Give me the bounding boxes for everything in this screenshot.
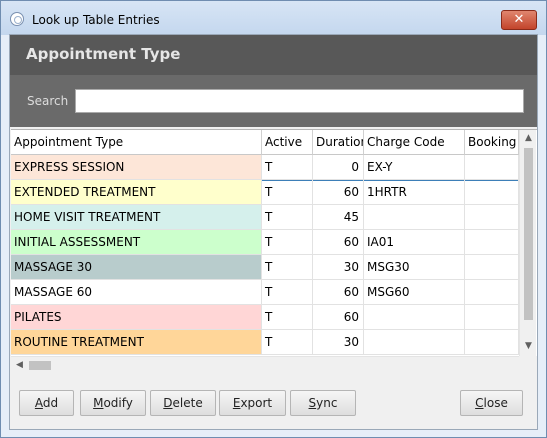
page-title: Appointment Type — [26, 45, 181, 63]
cell-charge-code[interactable] — [364, 330, 465, 355]
delete-button[interactable]: Delete — [150, 390, 216, 416]
cell-active[interactable]: T — [262, 255, 313, 280]
column-header-duration[interactable]: Duration — [313, 130, 364, 155]
search-label: Search — [27, 94, 69, 108]
cell-appointment-type[interactable]: HOME VISIT TREATMENT — [11, 205, 262, 230]
cell-duration[interactable]: 30 — [313, 330, 364, 355]
sync-button-mnemonic: S — [308, 396, 317, 410]
cell-duration[interactable]: 60 — [313, 280, 364, 305]
table-row[interactable]: ROUTINE TREATMENT T 30 — [11, 330, 519, 355]
cell-booking[interactable] — [465, 230, 519, 255]
cell-appointment-type[interactable]: MASSAGE 60 — [11, 280, 262, 305]
cell-appointment-type[interactable]: PILATES — [11, 305, 262, 330]
horizontal-scrollbar[interactable]: ◀ — [11, 356, 519, 372]
cell-charge-code[interactable]: IA01 — [364, 230, 465, 255]
table-row[interactable]: HOME VISIT TREATMENT T 45 — [11, 205, 519, 230]
cell-duration[interactable]: 60 — [313, 180, 364, 205]
cell-appointment-type[interactable]: EXTENDED TREATMENT — [11, 180, 262, 205]
window-title: Look up Table Entries — [32, 13, 160, 27]
cell-active[interactable]: T — [262, 155, 313, 180]
scroll-up-icon[interactable]: ▲ — [525, 133, 532, 143]
search-band: Search — [10, 75, 537, 127]
cell-duration[interactable]: 0 — [313, 155, 364, 180]
close-button-label: lose — [483, 396, 508, 410]
export-button-label: xport — [240, 396, 273, 410]
cell-charge-code[interactable]: MSG30 — [364, 255, 465, 280]
table-row[interactable]: EXTENDED TREATMENT T 60 1HRTR — [11, 180, 519, 205]
scroll-left-icon[interactable]: ◀ — [16, 360, 23, 370]
cell-active[interactable]: T — [262, 305, 313, 330]
client-area: Appointment Type Search Appointment Type… — [9, 34, 538, 430]
cell-booking[interactable] — [465, 330, 519, 355]
table-row[interactable]: MASSAGE 30 T 30 MSG30 — [11, 255, 519, 280]
cell-booking[interactable] — [465, 155, 519, 180]
sync-button-label: ync — [316, 396, 338, 410]
cell-booking[interactable] — [465, 280, 519, 305]
cell-booking[interactable] — [465, 255, 519, 280]
export-button[interactable]: Export — [219, 390, 286, 416]
scroll-down-icon[interactable]: ▼ — [525, 341, 532, 351]
cell-active[interactable]: T — [262, 205, 313, 230]
cell-active[interactable]: T — [262, 330, 313, 355]
window-close-button[interactable]: ✕ — [501, 10, 537, 30]
modify-button[interactable]: Modify — [80, 390, 146, 416]
app-icon — [10, 12, 24, 26]
cell-appointment-type[interactable]: ROUTINE TREATMENT — [11, 330, 262, 355]
close-button[interactable]: Close — [460, 390, 523, 416]
cell-charge-code[interactable]: EX-Y — [364, 155, 465, 180]
search-input[interactable] — [75, 89, 524, 113]
button-bar: Add Modify Delete Export Sync Close — [10, 373, 537, 429]
cell-charge-code[interactable] — [364, 305, 465, 330]
cell-charge-code[interactable]: MSG60 — [364, 280, 465, 305]
modify-button-mnemonic: M — [93, 396, 104, 410]
cell-active[interactable]: T — [262, 280, 313, 305]
cell-booking[interactable] — [465, 180, 519, 205]
cell-duration[interactable]: 45 — [313, 205, 364, 230]
export-button-mnemonic: E — [232, 396, 241, 410]
cell-duration[interactable]: 30 — [313, 255, 364, 280]
table-row[interactable]: MASSAGE 60 T 60 MSG60 — [11, 280, 519, 305]
grid-header: Appointment Type Active Duration Charge … — [11, 130, 519, 155]
title-bar[interactable]: Look up Table Entries ✕ — [1, 1, 546, 35]
entries-grid: Appointment Type Active Duration Charge … — [11, 129, 537, 372]
sync-button[interactable]: Sync — [290, 390, 356, 416]
header-band: Appointment Type — [10, 35, 537, 75]
table-row[interactable]: INITIAL ASSESSMENT T 60 IA01 — [11, 230, 519, 255]
modify-button-label: odify — [103, 396, 133, 410]
cell-appointment-type[interactable]: INITIAL ASSESSMENT — [11, 230, 262, 255]
cell-active[interactable]: T — [262, 230, 313, 255]
add-button-mnemonic: A — [34, 396, 43, 410]
cell-active[interactable]: T — [262, 180, 313, 205]
cell-charge-code[interactable]: 1HRTR — [364, 180, 465, 205]
scrollbar-corner — [519, 356, 537, 372]
add-button-label: dd — [42, 396, 59, 410]
delete-button-mnemonic: D — [163, 396, 173, 410]
close-button-mnemonic: C — [475, 396, 484, 410]
column-header-booking[interactable]: Booking G — [465, 130, 519, 155]
add-button[interactable]: Add — [19, 390, 74, 416]
cell-duration[interactable]: 60 — [313, 305, 364, 330]
table-row[interactable]: PILATES T 60 — [11, 305, 519, 330]
cell-booking[interactable] — [465, 305, 519, 330]
column-header-active[interactable]: Active — [262, 130, 313, 155]
cell-charge-code[interactable] — [364, 205, 465, 230]
vertical-scroll-thumb[interactable] — [524, 148, 533, 320]
delete-button-label: elete — [172, 396, 203, 410]
cell-booking[interactable] — [465, 205, 519, 230]
column-header-charge-code[interactable]: Charge Code — [364, 130, 465, 155]
cell-duration[interactable]: 60 — [313, 230, 364, 255]
cell-appointment-type[interactable]: MASSAGE 30 — [11, 255, 262, 280]
vertical-scrollbar[interactable]: ▲ ▼ — [519, 130, 536, 356]
table-row[interactable]: EXPRESS SESSION T 0 EX-Y — [11, 155, 519, 180]
column-header-appointment-type[interactable]: Appointment Type — [11, 130, 262, 155]
horizontal-scroll-thumb[interactable] — [29, 361, 51, 370]
cell-appointment-type[interactable]: EXPRESS SESSION — [11, 155, 262, 180]
